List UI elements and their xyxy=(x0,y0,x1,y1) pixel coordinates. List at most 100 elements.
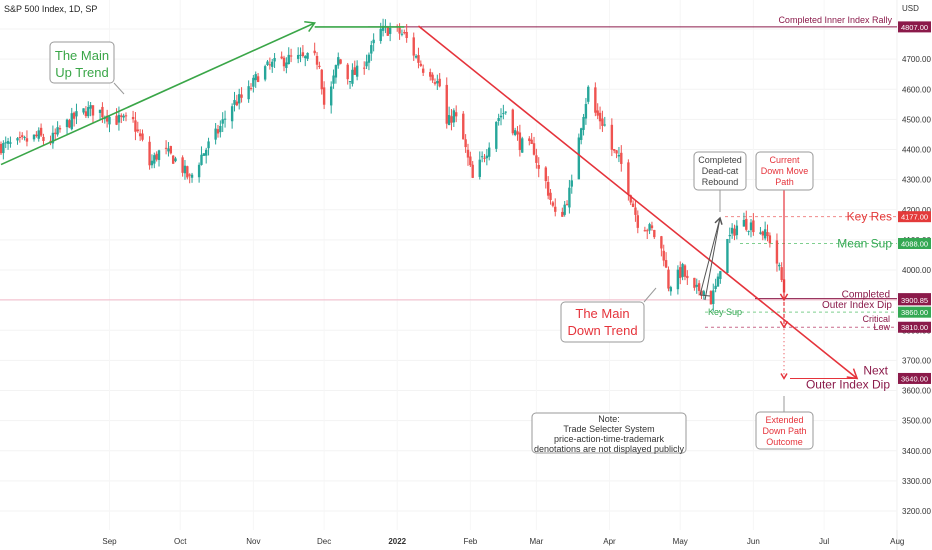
candle-body xyxy=(712,290,715,305)
candle-body xyxy=(268,64,272,66)
candle-body xyxy=(386,27,389,36)
projection-arrows xyxy=(699,190,789,380)
candle-body xyxy=(768,235,772,244)
candle-body xyxy=(648,224,651,231)
candle-body xyxy=(551,202,555,206)
label-mean-sup: Mean Sup xyxy=(837,236,892,250)
up-trend-callout-box xyxy=(49,41,115,84)
candle-body xyxy=(108,116,111,125)
label-completed: Completed xyxy=(842,290,890,301)
candle-body xyxy=(454,112,458,117)
candle-body xyxy=(101,106,104,118)
candle-body xyxy=(433,82,437,84)
candle-body xyxy=(355,65,359,77)
candle-body xyxy=(735,225,739,236)
label-outer-index-dip: Outer Index Dip xyxy=(822,300,892,311)
note-callout-line: denotations are not displayed publicly xyxy=(534,444,685,454)
time-axis[interactable]: Sep Oct Nov Dec 2022 Feb Mar Apr May Jun Jul Aug xyxy=(102,537,904,546)
candle-body xyxy=(2,143,5,154)
price-box-label: 3810.00 xyxy=(901,323,928,332)
candle-body xyxy=(714,285,717,289)
candle-body xyxy=(405,31,408,38)
candle-body xyxy=(504,111,507,113)
candle-body xyxy=(131,117,135,120)
candle-body xyxy=(70,113,73,130)
candle-body xyxy=(667,269,670,289)
candle-body xyxy=(676,269,680,290)
candle-body xyxy=(627,162,630,195)
candle-body xyxy=(752,220,755,233)
candle-body xyxy=(42,136,45,141)
x-tick-label: Jun xyxy=(747,537,760,546)
candle-body xyxy=(315,55,319,65)
y-tick-label: 3600.00 xyxy=(902,387,931,396)
candle-body xyxy=(263,66,267,80)
candle-body xyxy=(136,129,139,132)
candle-body xyxy=(546,181,550,196)
candle-body xyxy=(537,164,540,169)
candle-body xyxy=(549,192,552,200)
price-box xyxy=(898,237,931,249)
candle-body xyxy=(252,77,255,87)
candle-body xyxy=(120,115,123,117)
candle-body xyxy=(370,45,373,54)
note-callout-line: Trade Selecter System xyxy=(563,424,654,434)
x-tick-label: Mar xyxy=(529,537,543,546)
candle-body xyxy=(0,143,3,154)
candle-body xyxy=(594,87,597,113)
candle-body xyxy=(403,32,406,34)
candle-body xyxy=(214,128,217,140)
candle-body xyxy=(532,143,536,155)
candle-body xyxy=(730,227,734,234)
candle-body xyxy=(388,27,392,34)
candle-body xyxy=(363,67,366,69)
candle-body xyxy=(204,149,208,156)
candle-body xyxy=(412,37,415,56)
candle-body xyxy=(138,133,142,137)
candle-body xyxy=(82,108,85,113)
price-box-label: 4807.00 xyxy=(901,23,928,32)
candle-body xyxy=(230,106,234,122)
candle-body xyxy=(726,238,729,273)
candle-body xyxy=(417,55,420,63)
candle-body xyxy=(759,232,762,234)
price-box xyxy=(898,294,931,306)
candle-body xyxy=(89,105,92,109)
x-tick-label: Dec xyxy=(317,537,331,546)
candle-body xyxy=(775,240,779,264)
x-tick-label: 2022 xyxy=(388,537,406,546)
label-key-sup: Key Sup xyxy=(708,307,742,317)
y-tick-label: 3400.00 xyxy=(902,447,931,456)
critical-arrowhead xyxy=(779,320,789,329)
candle-body xyxy=(480,156,484,158)
price-box xyxy=(898,211,931,223)
extended-path-callout-line: Extended xyxy=(765,415,803,425)
candle-body xyxy=(662,250,665,261)
candle-body xyxy=(613,149,616,151)
candle-body xyxy=(636,215,639,228)
candle-body xyxy=(207,141,210,149)
candle-body xyxy=(421,68,425,73)
candle-body xyxy=(301,52,305,57)
candle-body xyxy=(157,150,161,160)
candle-body xyxy=(54,132,57,134)
price-box xyxy=(898,306,931,318)
candle-body xyxy=(584,104,588,119)
candle-body xyxy=(381,25,385,31)
candle-body xyxy=(544,167,548,182)
x-tick-label: Nov xyxy=(246,537,260,546)
candle-body xyxy=(280,56,283,59)
price-axis[interactable]: 3200.00 3300.00 3400.00 3500.00 3600.00 3700.… xyxy=(898,21,931,516)
candle-body xyxy=(240,94,243,98)
candle-body xyxy=(499,115,503,118)
candle-body xyxy=(462,113,465,140)
y-tick-label: 3300.00 xyxy=(902,477,931,486)
candle-body xyxy=(174,158,177,162)
candle-body xyxy=(596,110,599,116)
candle-body xyxy=(190,174,194,178)
candle-body xyxy=(438,78,441,87)
price-box-label: 4088.00 xyxy=(901,239,928,248)
up-trend-callout-line: The Main xyxy=(55,48,109,63)
